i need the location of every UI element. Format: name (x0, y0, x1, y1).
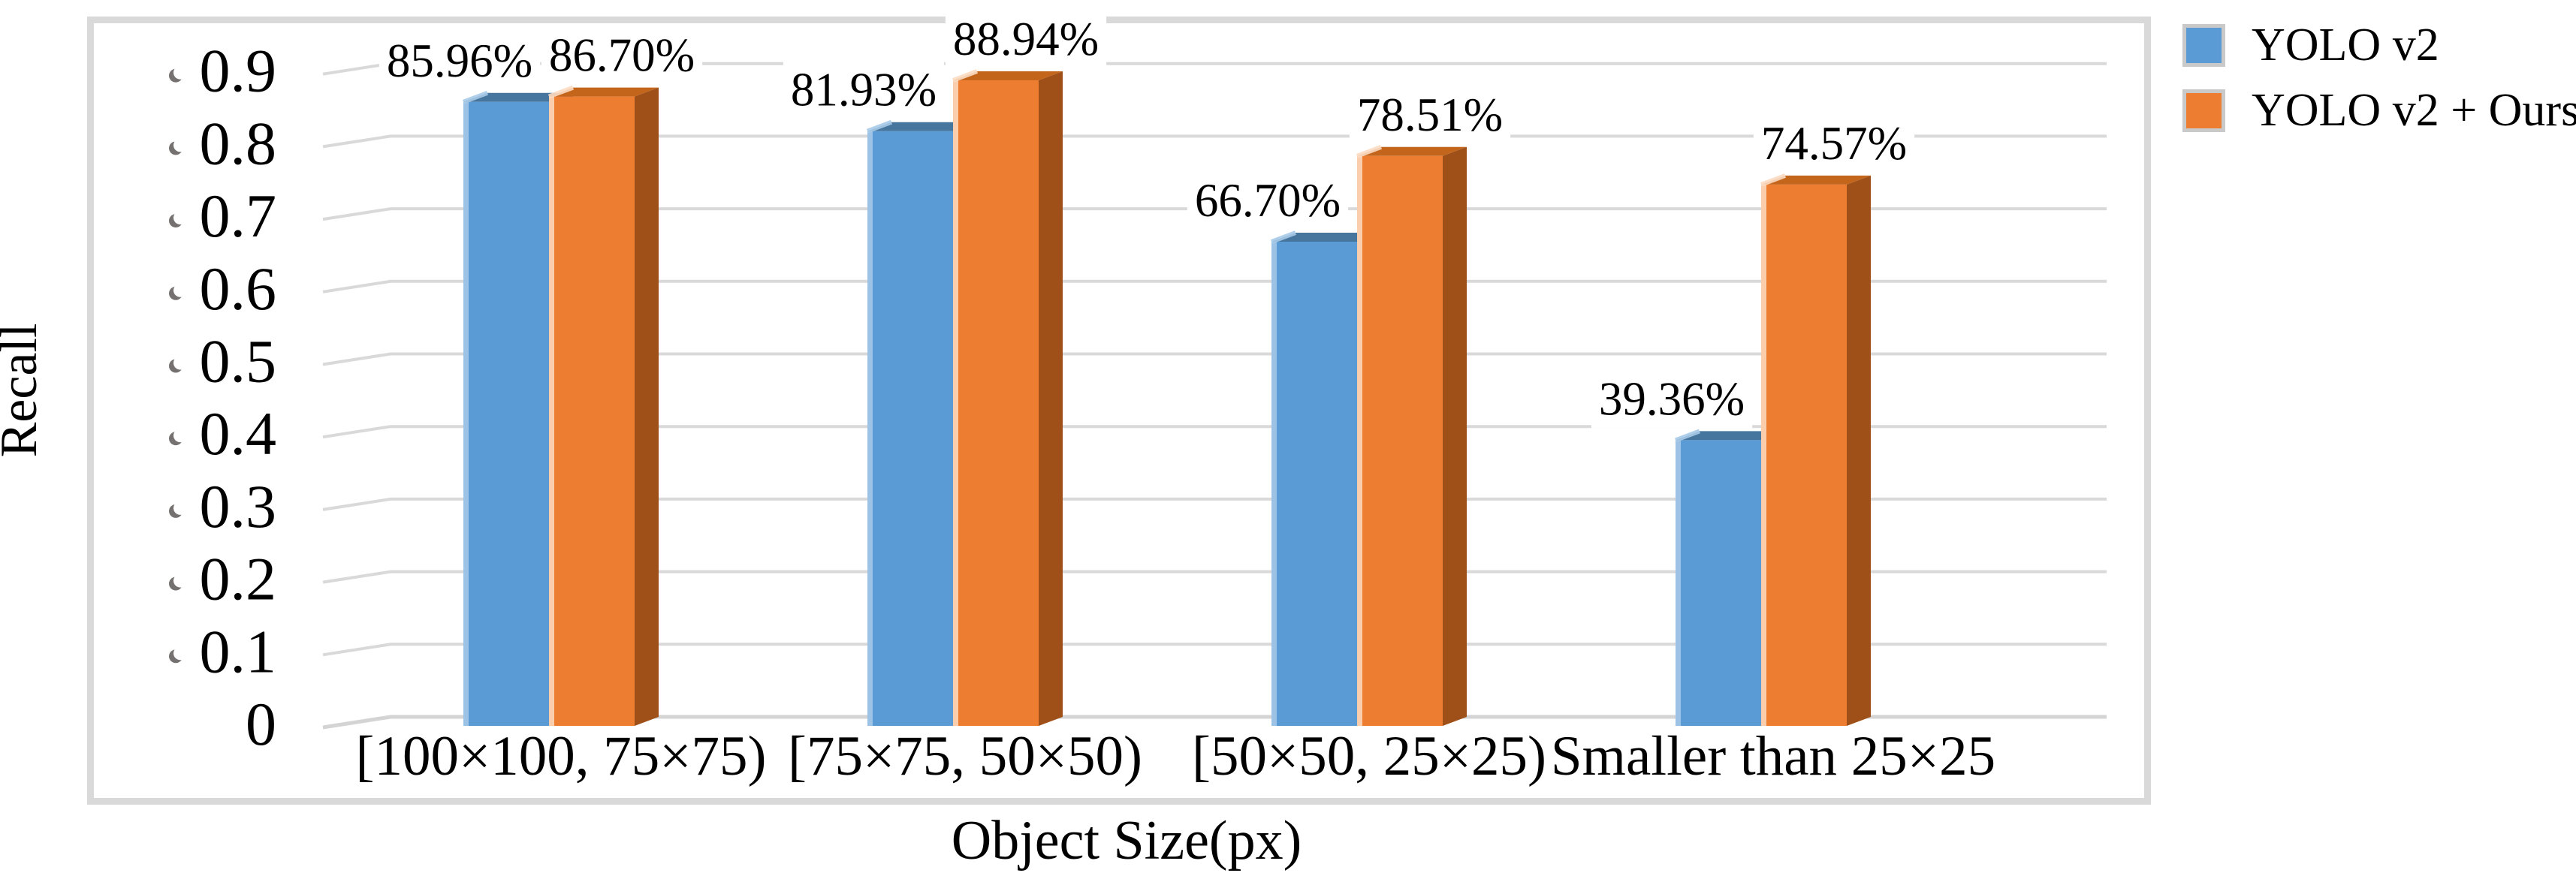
legend-swatch-yolo-v2 (2182, 23, 2225, 67)
legend-swatch-yolo-v2-ours (2182, 89, 2225, 132)
y-axis-title: Recall (0, 323, 48, 458)
chart-area-frame (87, 17, 2151, 805)
x-axis-title: Object Size(px) (951, 810, 1302, 871)
legend-label: YOLO v2 (2252, 20, 2439, 71)
legend: YOLO v2 YOLO v2 + Ours (2182, 20, 2576, 153)
legend-item-yolo-v2: YOLO v2 (2182, 20, 2576, 71)
legend-item-yolo-v2-ours: YOLO v2 + Ours (2182, 85, 2576, 136)
legend-label: YOLO v2 + Ours (2252, 85, 2576, 136)
